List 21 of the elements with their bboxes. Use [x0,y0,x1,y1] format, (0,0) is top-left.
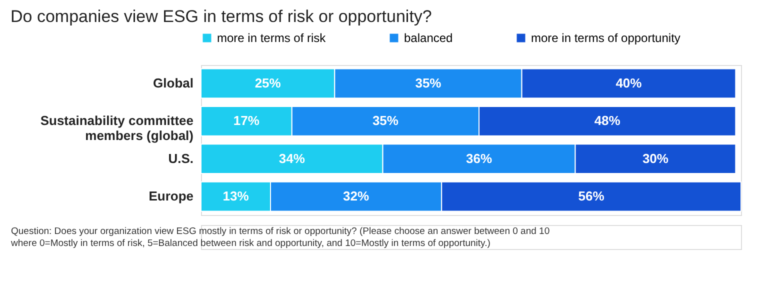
data-label: 48% [594,113,621,128]
data-label: 35% [415,75,442,90]
legend-label: balanced [404,31,453,45]
y-tick-label: U.S. [168,150,194,166]
y-tick-label: Europe [148,188,194,204]
data-label: 40% [616,75,642,90]
text: Question: Does your organization view ESG mostly in terms of risk or opportunity? (Please choose an answer between 0 and 10 where 0=Mostly in terms of risk, 5=Balanced between risk and opportunity, and 10=Mostly in terms of opportunity.) [10,226,550,249]
data-label: 32% [343,188,370,204]
data-label: 25% [254,75,282,90]
data-label: 35% [372,113,399,128]
y-tick-label: Sustainability committee members (global) [40,113,194,144]
data-label: 36% [466,150,492,166]
data-label: 34% [278,150,306,166]
data-label: 17% [233,113,260,128]
data-label: 30% [642,150,669,166]
legend-label: more in terms of risk [217,31,327,45]
legend-label: more in terms of opportunity [531,31,680,45]
data-label: 13% [222,188,250,204]
data-label: 56% [578,188,605,204]
chart-title: Do companies view ESG in terms of risk or opportunity? [10,7,432,26]
y-tick-label: Global [153,75,194,90]
